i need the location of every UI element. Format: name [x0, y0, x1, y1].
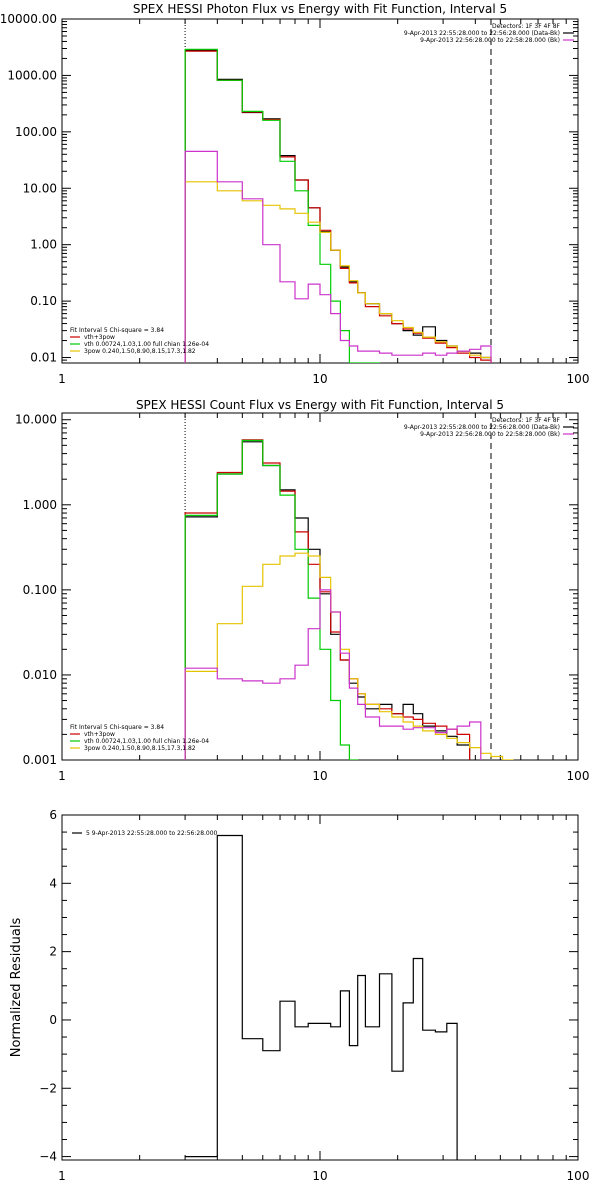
chart-title: SPEX HESSI Count Flux vs Energy with Fit… [136, 398, 504, 412]
y-tick-label: 10.00 [23, 181, 57, 195]
legend-bottom-entry: 3pow 0.240,1.50,8.90,8.15,17.3,1.82 [84, 348, 196, 355]
y-axis-label: Normalized Residuals [9, 918, 24, 1058]
y-tick-label: 0.100 [23, 583, 57, 597]
legend-top-entry: Detectors: 1F 3F 4F 8F [492, 23, 561, 30]
legend-top-entry: Detectors: 1F 3F 4F 8F [492, 417, 561, 424]
legend-top-entry: 9-Apr-2013 22:55:28.000 to 22:56:28.000 … [404, 30, 560, 37]
y-tick-label: 2 [49, 945, 57, 959]
legend-bottom-entry: vth 0.00724,1.03,1.00 full chian 1.26e-0… [84, 341, 209, 348]
series-group [185, 834, 458, 1160]
y-tick-label: 0.10 [30, 294, 57, 308]
series-bk [184, 589, 482, 760]
series-group [184, 48, 492, 363]
y-tick-label: 1000.00 [7, 68, 57, 82]
y-tick-label: −4 [39, 1150, 57, 1164]
legend-top-entry: 9-Apr-2013 22:55:28.000 to 22:56:28.000 … [404, 424, 560, 431]
y-tick-label: 10000.00 [0, 12, 57, 26]
series-data-bk [184, 441, 471, 760]
y-tick-label: 1.00 [30, 238, 57, 252]
legend-top-entry: 5 9-Apr-2013 22:55:28.000 to 22:56:28.00… [86, 830, 218, 837]
y-tick-label: −2 [39, 1081, 57, 1095]
chart-title: SPEX HESSI Photon Flux vs Energy with Fi… [133, 2, 507, 16]
x-tick-label: 100 [567, 769, 590, 783]
legend-bottom-entry: Fit Interval 5 Chi-square = 3.84 [70, 327, 164, 334]
chart-1: SPEX HESSI Photon Flux vs Energy with Fi… [0, 2, 589, 386]
legend-bottom-entry: vth+3pow [84, 731, 115, 738]
y-tick-label: 100.00 [15, 125, 57, 139]
plot-frame [61, 18, 579, 364]
x-tick-label: 10 [312, 1169, 327, 1183]
series-5 [185, 834, 458, 1160]
y-tick-label: 0 [49, 1013, 57, 1027]
series-3pow [184, 552, 514, 760]
x-tick-label: 10 [312, 372, 327, 386]
y-tick-label: 0.01 [30, 351, 57, 365]
chart-3: 1 10 100 6 4 2 0 −2 −4 Normalized Residuals 5 9-Ap… [9, 808, 589, 1183]
series-vth [184, 439, 359, 760]
series-vth [184, 48, 381, 363]
x-tick-label: 100 [567, 1169, 590, 1183]
series-bk [184, 150, 492, 363]
y-tick-label: 0.010 [23, 668, 57, 682]
x-tick-label: 10 [312, 769, 327, 783]
y-tick-label: 0.001 [23, 753, 57, 767]
series-group [184, 439, 514, 760]
series-vth-3pow [184, 439, 471, 760]
series-vth-3pow [184, 50, 492, 363]
y-tick-label: 1.000 [23, 498, 57, 512]
series-data-bk [184, 49, 492, 363]
legend-top-entry: 9-Apr-2013 22:56:28.000 to 22:58:28.000 … [420, 431, 560, 438]
legend-top-entry: 9-Apr-2013 22:56:28.000 to 22:58:28.000 … [420, 37, 560, 44]
y-tick-label: 6 [49, 808, 57, 822]
x-tick-label: 100 [567, 372, 590, 386]
x-tick-label: 1 [58, 1169, 66, 1183]
legend-bottom-entry: 3pow 0.240,1.50,8.90,8.15,17.3,1.82 [84, 745, 196, 752]
y-tick-label: 10.000 [15, 413, 57, 427]
x-tick-label: 1 [58, 372, 66, 386]
legend-bottom-entry: Fit Interval 5 Chi-square = 3.84 [70, 724, 164, 731]
chart-2: SPEX HESSI Count Flux vs Energy with Fit… [15, 398, 589, 783]
legend-bottom-entry: vth 0.00724,1.03,1.00 full chian 1.26e-0… [84, 738, 209, 745]
y-tick-label: 4 [49, 876, 57, 890]
x-tick-label: 1 [58, 769, 66, 783]
legend-bottom-entry: vth+3pow [84, 334, 115, 341]
plot-frame [61, 814, 579, 1161]
series-3pow [184, 181, 492, 363]
